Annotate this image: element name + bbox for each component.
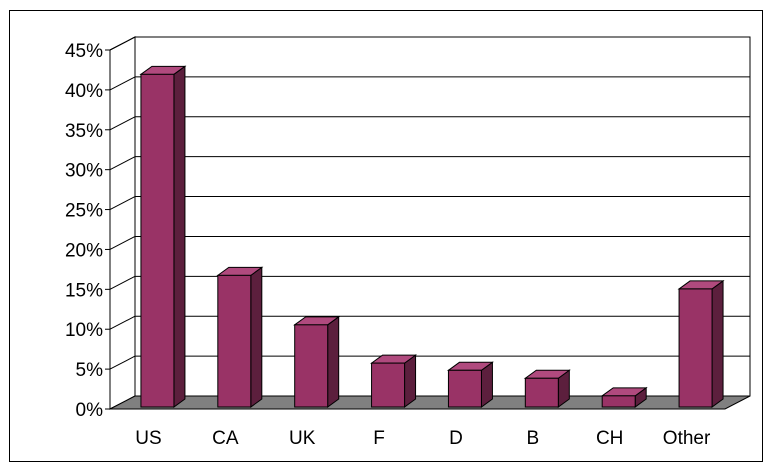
gridline-diagonal — [109, 315, 136, 330]
y-tick-label: 45% — [65, 41, 103, 62]
bars — [139, 65, 725, 408]
bar-side — [404, 354, 417, 408]
chart-floor — [109, 395, 751, 410]
bar-CH — [600, 386, 648, 408]
chart-walls — [109, 36, 751, 410]
bar-CA — [216, 266, 264, 408]
gridline-diagonal — [109, 116, 136, 131]
bar-front — [140, 73, 175, 408]
y-tick-label: 25% — [65, 201, 103, 222]
gridline-diagonal — [109, 236, 136, 250]
gridline-diagonal — [109, 156, 136, 171]
bar-front — [371, 362, 406, 408]
x-tick-label: B — [526, 428, 539, 449]
bar-front — [217, 274, 252, 408]
bar-side — [250, 266, 263, 408]
x-tick-label: Other — [663, 428, 711, 449]
x-tick-label: CA — [212, 428, 239, 449]
bar-D — [446, 361, 494, 408]
x-tick-label: D — [449, 428, 463, 449]
bar-F — [370, 354, 418, 408]
bar-front — [447, 369, 482, 408]
gridline-diagonal — [109, 355, 136, 370]
y-tick-label: 10% — [65, 320, 103, 341]
side-wall — [109, 36, 136, 410]
bar-B — [523, 369, 571, 408]
y-axis-labels: 0% 5% 10% 15% 20% 25% 30% 35% 40% 45% — [65, 41, 110, 421]
x-tick-label: US — [135, 428, 161, 449]
bar-front — [294, 324, 329, 408]
x-tick-label: F — [373, 428, 385, 449]
bar-side — [173, 65, 186, 408]
y-tick-label: 35% — [65, 121, 103, 142]
y-tick-label: 20% — [65, 240, 103, 261]
y-tick-label: 30% — [65, 161, 103, 182]
bar-side — [711, 279, 724, 408]
y-tick-label: 0% — [76, 400, 104, 421]
y-tick-label: 15% — [65, 280, 103, 301]
bar-side — [327, 315, 340, 408]
gridline-diagonal — [109, 275, 136, 290]
bar-front — [678, 288, 713, 408]
x-tick-label: CH — [596, 428, 623, 449]
bar-US — [139, 65, 187, 408]
bar-UK — [293, 315, 341, 408]
gridline-diagonal — [109, 196, 136, 210]
bar-front — [524, 377, 559, 408]
x-tick-label: UK — [289, 428, 316, 449]
gridline-diagonal — [109, 76, 136, 91]
y-tick-label: 5% — [76, 360, 104, 381]
y-tick-label: 40% — [65, 81, 103, 102]
floor — [109, 395, 751, 410]
x-axis-labels: US CA UK F D B CH Other — [135, 428, 711, 449]
bar-Other — [677, 279, 725, 408]
bar-front — [601, 395, 636, 408]
gridline-diagonal — [109, 36, 136, 51]
